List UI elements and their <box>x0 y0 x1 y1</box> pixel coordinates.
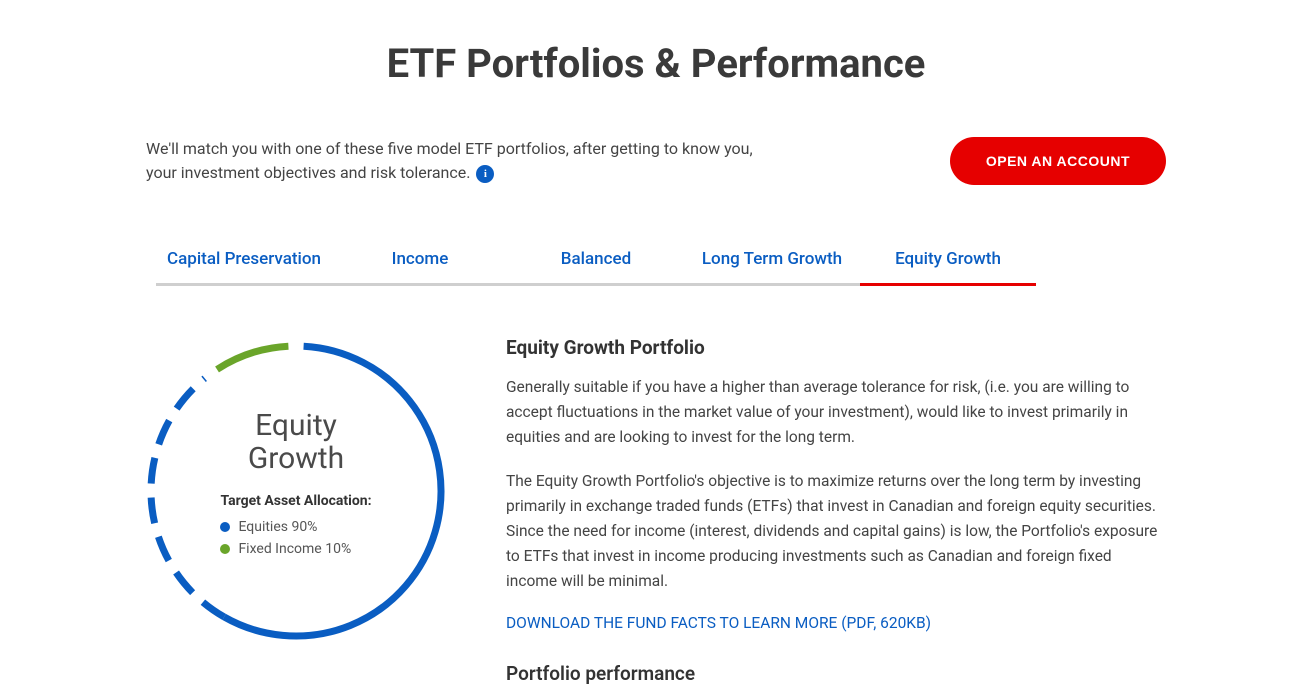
allocation-chart: Equity Growth Target Asset Allocation: E… <box>146 336 446 636</box>
intro-text-content: We'll match you with one of these five m… <box>146 139 753 182</box>
page-title: ETF Portfolios & Performance <box>146 40 1166 87</box>
portfolio-tabs: Capital PreservationIncomeBalancedLong T… <box>156 235 1036 286</box>
legend-label: Equities 90% <box>238 519 317 535</box>
chart-title-line1: Equity <box>255 408 337 443</box>
download-fund-facts-link[interactable]: DOWNLOAD THE FUND FACTS TO LEARN MORE (P… <box>506 614 931 632</box>
tab-equity-growth[interactable]: Equity Growth <box>860 235 1036 283</box>
legend-item: Fixed Income 10% <box>220 541 371 557</box>
tab-long-term-growth[interactable]: Long Term Growth <box>684 235 860 283</box>
intro-text: We'll match you with one of these five m… <box>146 137 756 185</box>
detail-para-2: The Equity Growth Portfolio's objective … <box>506 469 1166 593</box>
performance-heading: Portfolio performance <box>506 662 1166 685</box>
detail-heading: Equity Growth Portfolio <box>506 336 1166 359</box>
tab-capital-preservation[interactable]: Capital Preservation <box>156 235 332 283</box>
legend-dot-icon <box>220 544 230 554</box>
portfolio-detail: Equity Growth Portfolio Generally suitab… <box>506 336 1166 685</box>
intro-row: We'll match you with one of these five m… <box>146 137 1166 185</box>
chart-title-line2: Growth <box>248 441 344 476</box>
legend-item: Equities 90% <box>220 519 371 535</box>
chart-legend: Target Asset Allocation: Equities 90% Fix… <box>220 493 371 563</box>
tab-income[interactable]: Income <box>332 235 508 283</box>
legend-dot-icon <box>220 522 230 532</box>
open-account-button[interactable]: OPEN AN ACCOUNT <box>950 137 1166 185</box>
chart-center: Equity Growth Target Asset Allocation: E… <box>146 336 446 636</box>
legend-label: Fixed Income 10% <box>238 541 351 557</box>
chart-subtitle: Target Asset Allocation: <box>220 493 371 509</box>
tab-balanced[interactable]: Balanced <box>508 235 684 283</box>
detail-para-1: Generally suitable if you have a higher … <box>506 375 1166 449</box>
content-row: Equity Growth Target Asset Allocation: E… <box>146 336 1166 685</box>
chart-title: Equity Growth <box>248 409 344 475</box>
info-icon[interactable]: i <box>476 165 494 183</box>
